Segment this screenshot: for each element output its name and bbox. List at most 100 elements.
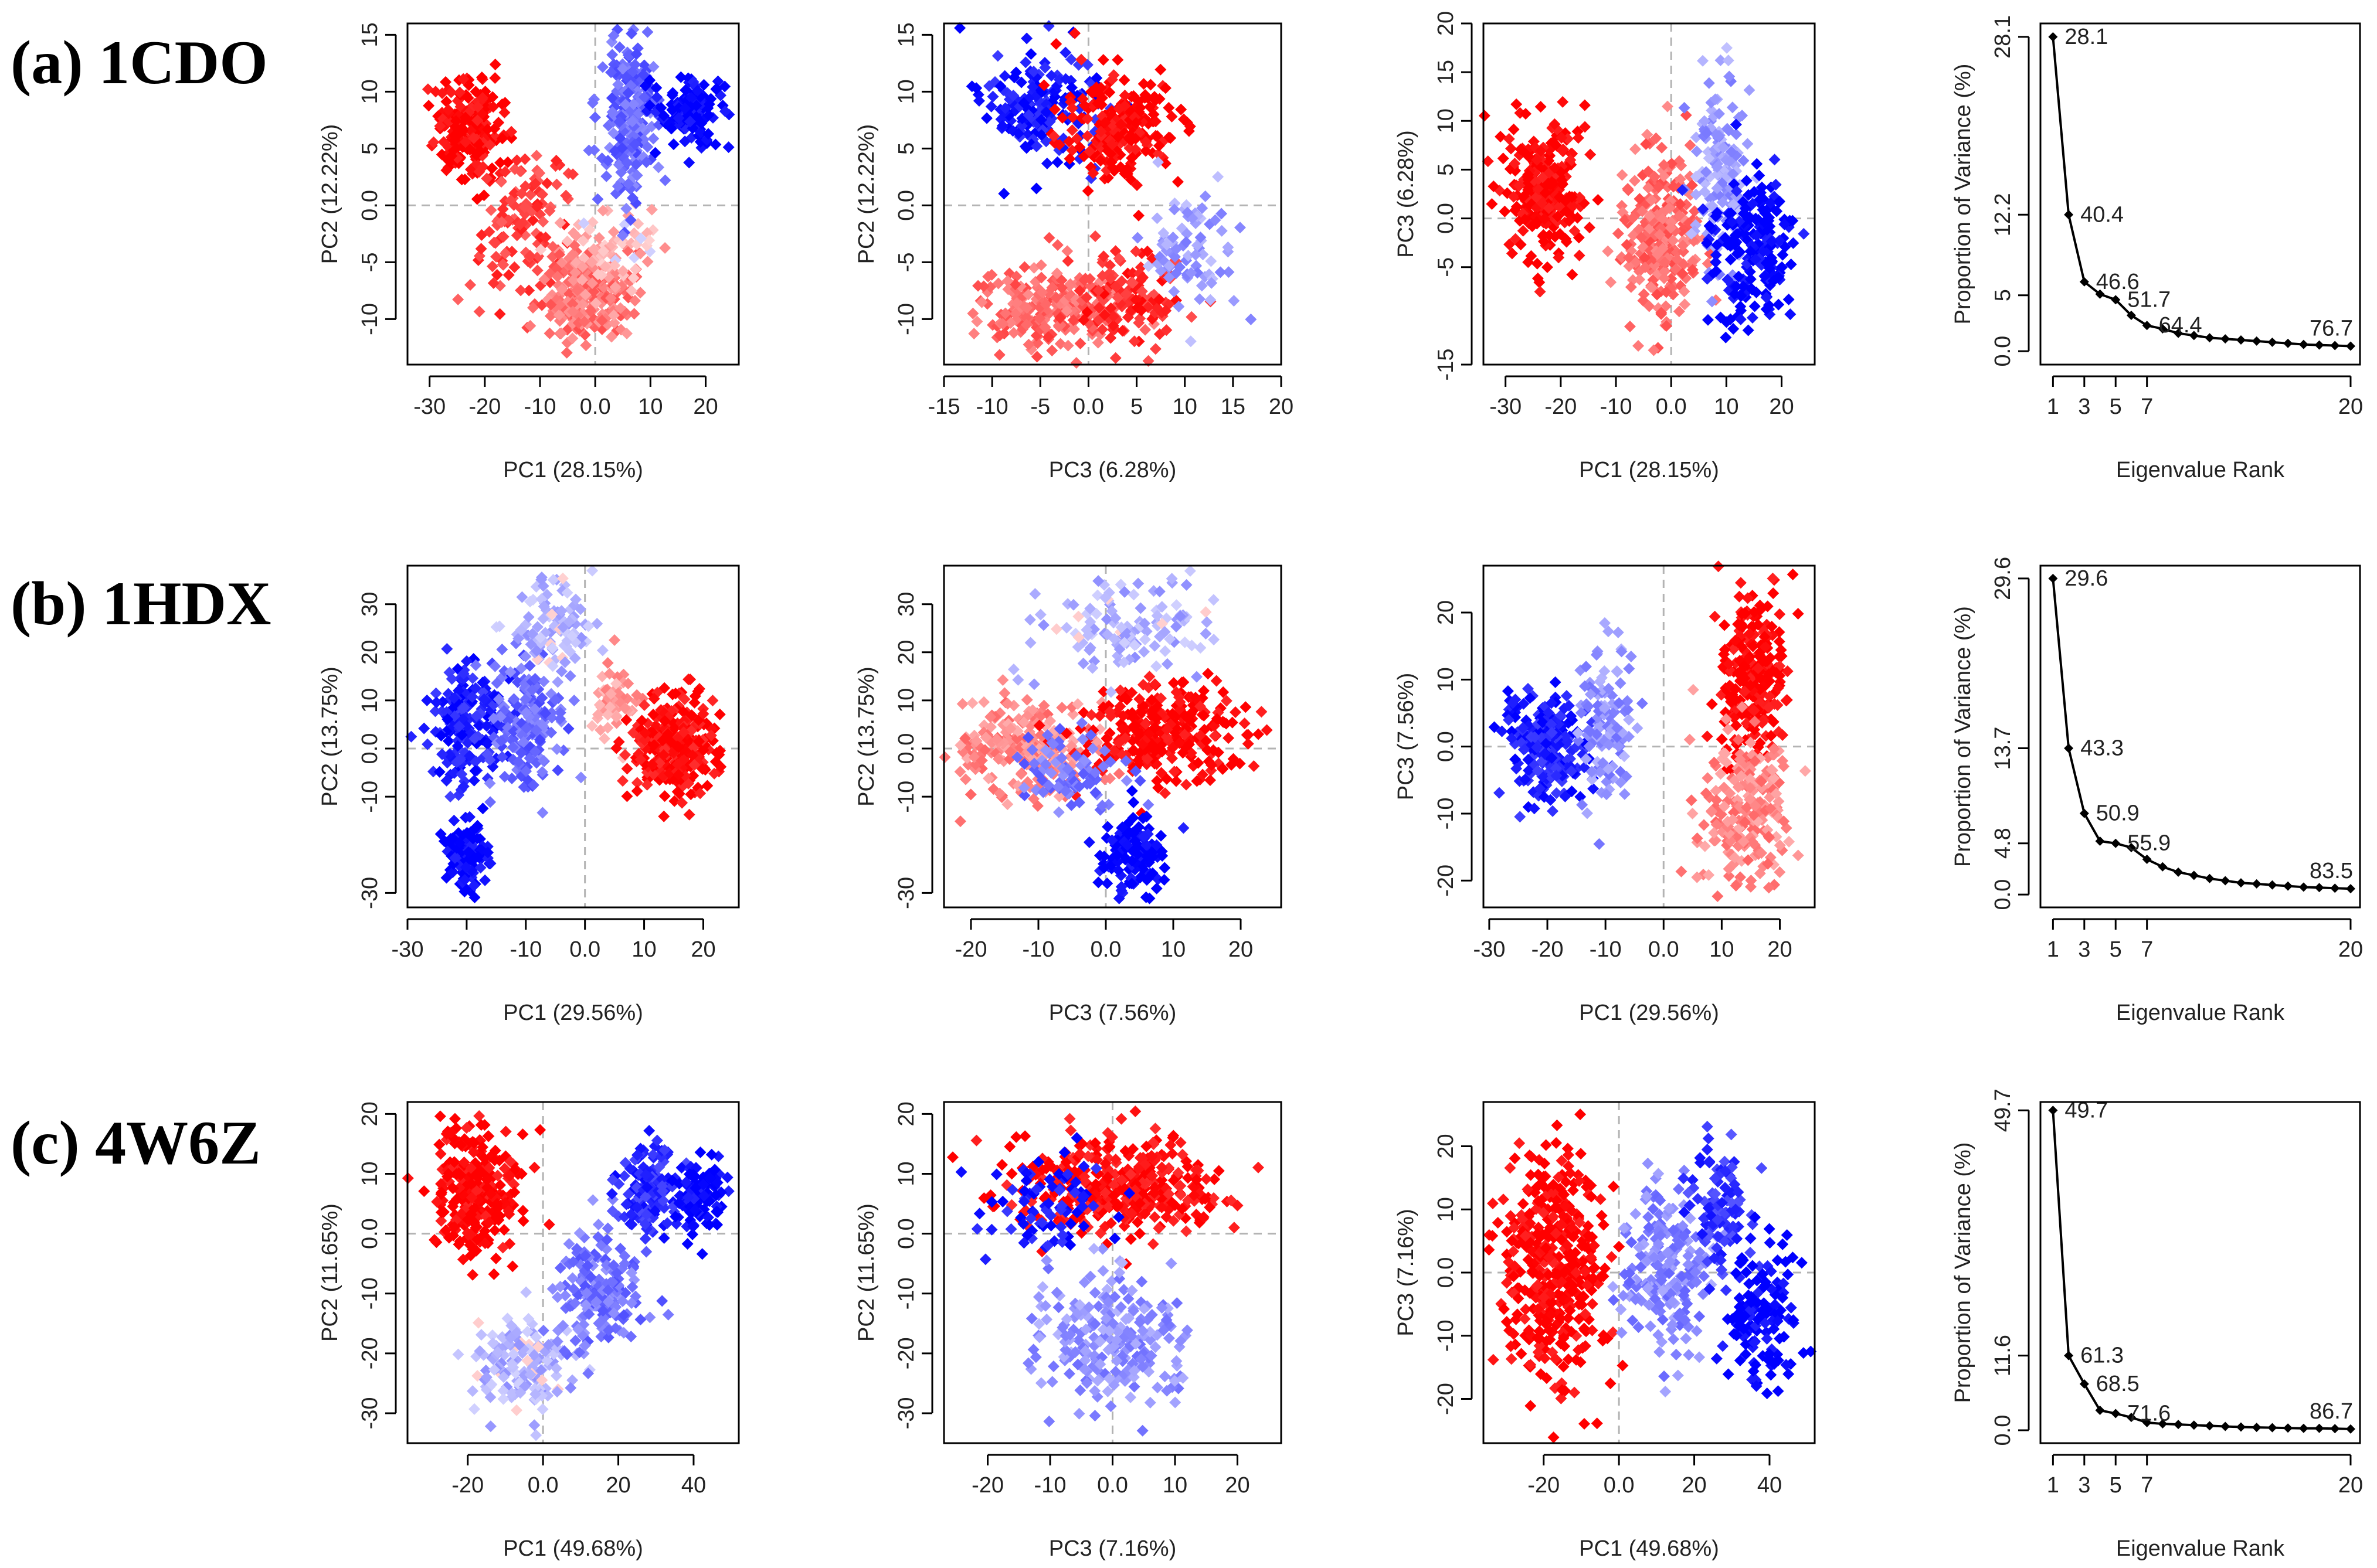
y-tick-label: 15 [1434, 60, 1458, 84]
point-c2 [1180, 579, 1193, 591]
y-tick-label: 0.0 [894, 190, 919, 221]
point-c1 [531, 200, 544, 213]
point-c1 [1631, 722, 1643, 734]
point-c0 [1560, 690, 1573, 702]
point-c2 [608, 317, 620, 329]
point-c2 [536, 807, 549, 819]
x-tick-label: 20 [693, 394, 718, 419]
point-c1 [1616, 169, 1628, 181]
point-c1 [531, 264, 544, 277]
y-tick-label: 20 [358, 640, 382, 665]
point-c2 [1722, 55, 1734, 67]
y-tick-label: 5 [894, 142, 919, 155]
point-c0 [456, 124, 468, 137]
point-c3 [590, 297, 602, 309]
point-c0 [1592, 193, 1604, 206]
x-tick-label: 20 [2338, 394, 2363, 419]
point-c2 [544, 310, 556, 322]
point-c4 [589, 111, 601, 124]
point-c1 [1636, 698, 1648, 710]
point-c0 [489, 59, 501, 71]
y-tick-label: 20 [1434, 11, 1458, 36]
point-c2 [1061, 621, 1073, 634]
point-c0 [436, 87, 449, 99]
point-c3 [586, 564, 599, 577]
point-c0 [1549, 676, 1561, 688]
point-c3 [1149, 343, 1162, 355]
y-tick-label: 10 [894, 688, 919, 713]
point-c0 [459, 111, 471, 124]
point-c2 [1029, 588, 1041, 600]
point-c2 [562, 723, 575, 735]
point-c1 [1618, 788, 1631, 800]
point-c0 [1547, 805, 1559, 817]
plot-frame [406, 22, 740, 366]
point-c0 [1016, 76, 1028, 89]
point-c3 [578, 252, 590, 264]
point-c1 [481, 172, 493, 185]
point-c1 [1202, 668, 1214, 680]
point-c0 [502, 156, 514, 168]
variance-point [2252, 336, 2261, 346]
point-c2 [544, 327, 556, 339]
y-tick-label: -30 [894, 877, 919, 909]
point-c0 [487, 91, 499, 103]
point-c4 [1212, 171, 1224, 183]
point-c2 [1050, 623, 1062, 635]
point-c5 [673, 112, 685, 124]
point-c0 [476, 72, 488, 84]
point-c2 [993, 349, 1006, 361]
point-c1 [537, 216, 549, 228]
point-c4 [613, 115, 626, 128]
point-c4 [620, 203, 633, 215]
point-c1 [464, 279, 477, 291]
point-c4 [1120, 774, 1133, 787]
variance-point [2064, 210, 2074, 220]
point-c0 [470, 86, 482, 98]
point-c1 [1605, 276, 1617, 288]
point-c0 [1541, 261, 1553, 273]
point-c4 [616, 142, 629, 154]
cumulative-label: 64.4 [2159, 313, 2202, 338]
point-c1 [1623, 662, 1635, 675]
point-c0 [1557, 96, 1569, 108]
y-axis-title: PC3 (6.28%) [1394, 130, 1418, 258]
variance-point [2330, 341, 2340, 351]
point-c4 [613, 159, 625, 171]
point-c0 [481, 123, 494, 135]
x-axis-title: PC3 (6.28%) [1049, 458, 1177, 482]
point-c3 [1101, 877, 1113, 890]
point-c0 [1486, 198, 1498, 210]
point-c3 [576, 261, 589, 273]
variance-point [2267, 337, 2277, 347]
point-c3 [586, 256, 598, 268]
point-c2 [1092, 336, 1104, 349]
point-c0 [991, 50, 1004, 62]
point-c4 [630, 158, 643, 171]
point-c0 [973, 95, 985, 107]
point-c3 [1186, 311, 1198, 323]
point-c1 [485, 204, 497, 216]
point-c5 [651, 91, 663, 103]
point-c4 [1142, 798, 1154, 811]
point-c1 [1593, 838, 1605, 850]
variance-point [2314, 340, 2324, 350]
point-c2 [1150, 660, 1163, 672]
point-c2 [596, 314, 608, 326]
point-c0 [444, 791, 457, 803]
x-tick-label: 7 [2141, 394, 2153, 419]
x-tick-label: 1 [2047, 394, 2059, 419]
point-c3 [552, 676, 564, 688]
point-c2 [1190, 671, 1203, 683]
point-c3 [641, 256, 654, 268]
variance-point [2048, 32, 2058, 42]
point-c4 [606, 106, 619, 118]
point-c0 [985, 100, 997, 113]
point-c2 [551, 270, 563, 283]
point-c2 [1149, 640, 1161, 652]
point-c1 [491, 268, 503, 281]
point-c1 [511, 154, 523, 166]
point-c0 [496, 98, 508, 110]
x-tick-label: -20 [955, 937, 987, 962]
